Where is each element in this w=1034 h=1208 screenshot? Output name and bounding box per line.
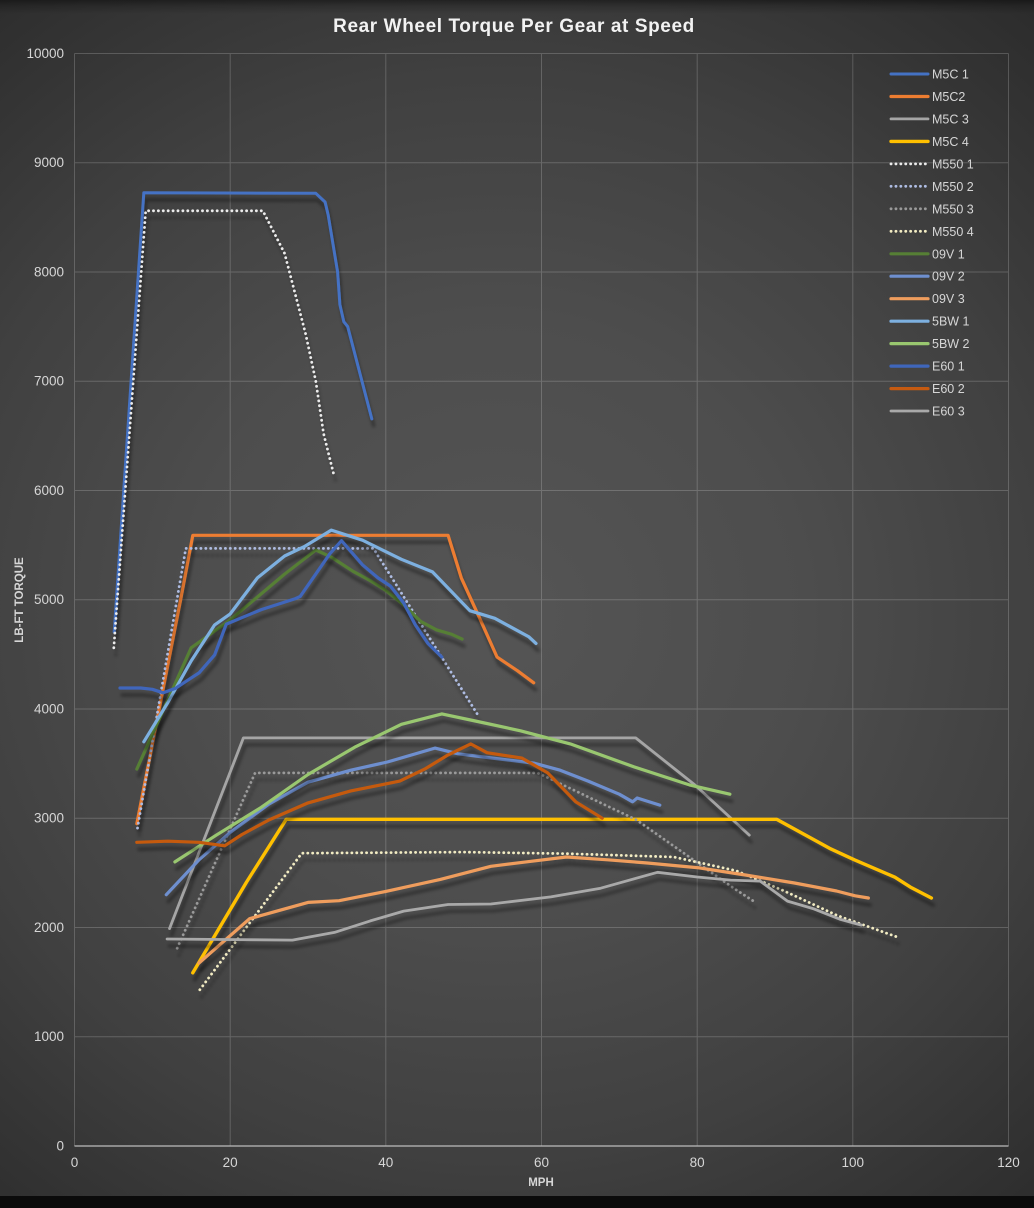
svg-text:60: 60	[534, 1155, 549, 1170]
svg-text:M550 3: M550 3	[932, 202, 974, 216]
svg-text:7000: 7000	[34, 374, 64, 389]
svg-text:M550 1: M550 1	[932, 157, 974, 171]
svg-text:40: 40	[378, 1155, 393, 1170]
svg-text:1000: 1000	[34, 1029, 64, 1044]
svg-text:3000: 3000	[34, 811, 64, 826]
svg-text:M5C2: M5C2	[932, 90, 965, 104]
svg-text:09V 3: 09V 3	[932, 292, 965, 306]
svg-text:E60 2: E60 2	[932, 382, 965, 396]
svg-text:Rear Wheel Torque Per Gear at: Rear Wheel Torque Per Gear at Speed	[333, 16, 695, 37]
svg-text:M5C 3: M5C 3	[932, 112, 969, 126]
svg-text:MPH: MPH	[528, 1177, 554, 1189]
svg-text:M5C 4: M5C 4	[932, 135, 969, 149]
svg-text:20: 20	[223, 1155, 238, 1170]
svg-text:100: 100	[842, 1155, 865, 1170]
svg-text:M5C 1: M5C 1	[932, 68, 969, 82]
svg-text:E60 3: E60 3	[932, 405, 965, 419]
svg-text:120: 120	[997, 1155, 1020, 1170]
svg-text:09V 2: 09V 2	[932, 270, 965, 284]
svg-text:80: 80	[690, 1155, 705, 1170]
svg-text:8000: 8000	[34, 265, 64, 280]
svg-text:4000: 4000	[34, 702, 64, 717]
svg-text:0: 0	[71, 1155, 79, 1170]
svg-text:0: 0	[56, 1139, 64, 1154]
svg-text:E60 1: E60 1	[932, 360, 965, 374]
svg-text:6000: 6000	[34, 483, 64, 498]
svg-text:9000: 9000	[34, 155, 64, 170]
svg-text:5BW 1: 5BW 1	[932, 315, 970, 329]
svg-text:5BW 2: 5BW 2	[932, 337, 970, 351]
svg-text:2000: 2000	[34, 920, 64, 935]
svg-text:09V 1: 09V 1	[932, 247, 965, 261]
svg-text:5000: 5000	[34, 592, 64, 607]
svg-text:M550 2: M550 2	[932, 180, 974, 194]
svg-text:M550 4: M550 4	[932, 225, 974, 239]
svg-text:10000: 10000	[26, 46, 64, 61]
svg-text:LB-FT TORQUE: LB-FT TORQUE	[14, 557, 26, 643]
